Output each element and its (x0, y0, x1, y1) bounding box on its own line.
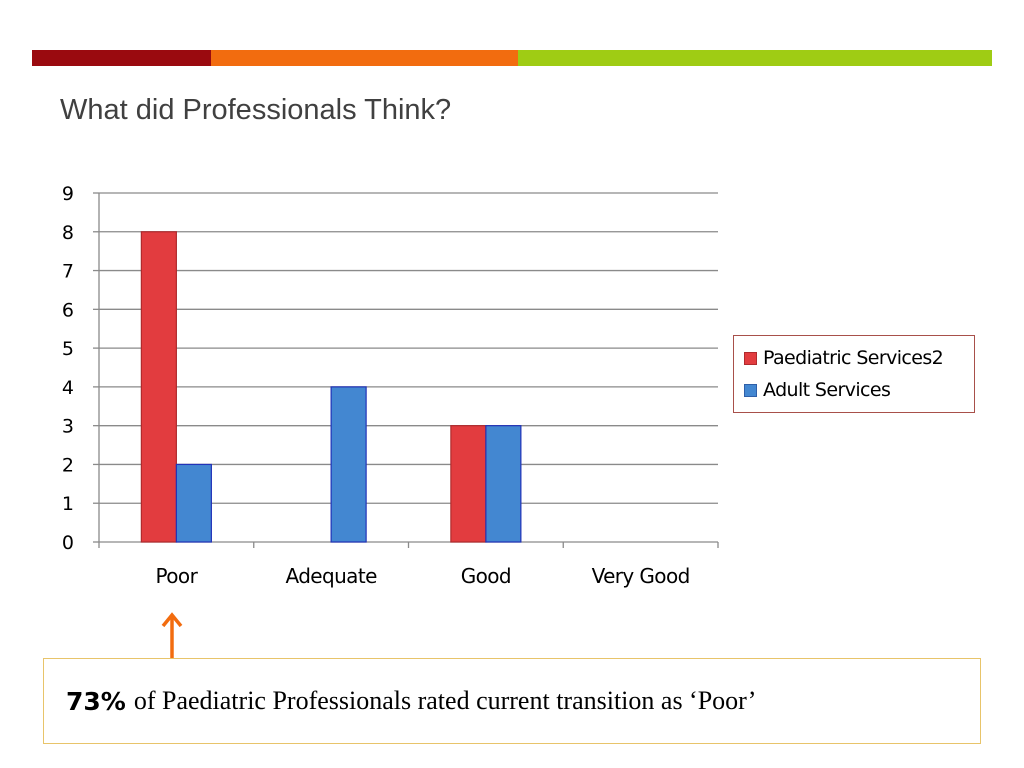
y-tick-label: 0 (62, 532, 74, 554)
bar (485, 425, 522, 543)
y-tick-label: 7 (62, 261, 74, 283)
y-tick-label: 8 (62, 222, 74, 244)
callout-highlight: 73% (66, 686, 126, 716)
accent-bar-green (518, 50, 992, 66)
legend-item-paediatric: Paediatric Services2 (734, 342, 974, 374)
accent-bar (32, 50, 992, 66)
accent-bar-orange (211, 50, 518, 66)
legend-swatch-paediatric (744, 351, 757, 365)
bar (450, 425, 487, 543)
y-tick-label: 5 (62, 338, 74, 360)
accent-bar-red (32, 50, 211, 66)
x-tick-label: Very Good (592, 564, 690, 588)
legend-swatch-adult (744, 383, 757, 397)
bar (175, 463, 212, 543)
y-tick-label: 3 (62, 416, 74, 438)
bar (140, 231, 177, 543)
x-tick-label: Good (461, 564, 511, 588)
legend-item-adult: Adult Services (734, 374, 974, 406)
callout-text: of Paediatric Professionals rated curren… (133, 686, 757, 715)
y-tick-label: 2 (62, 454, 74, 476)
legend-label: Paediatric Services2 (763, 347, 944, 369)
chart-legend: Paediatric Services2 Adult Services (733, 335, 975, 413)
legend-label: Adult Services (763, 379, 891, 401)
bar (330, 386, 367, 543)
y-tick-label: 4 (62, 377, 74, 399)
x-tick-label: Adequate (285, 564, 377, 588)
callout-box: 73% of Paediatric Professionals rated cu… (43, 658, 981, 744)
y-tick-label: 6 (62, 299, 74, 321)
x-tick-label: Poor (156, 564, 199, 588)
up-arrow-icon (161, 612, 183, 660)
y-tick-label: 9 (62, 183, 74, 205)
y-tick-label: 1 (62, 493, 74, 515)
slide-title: What did Professionals Think? (60, 94, 452, 126)
